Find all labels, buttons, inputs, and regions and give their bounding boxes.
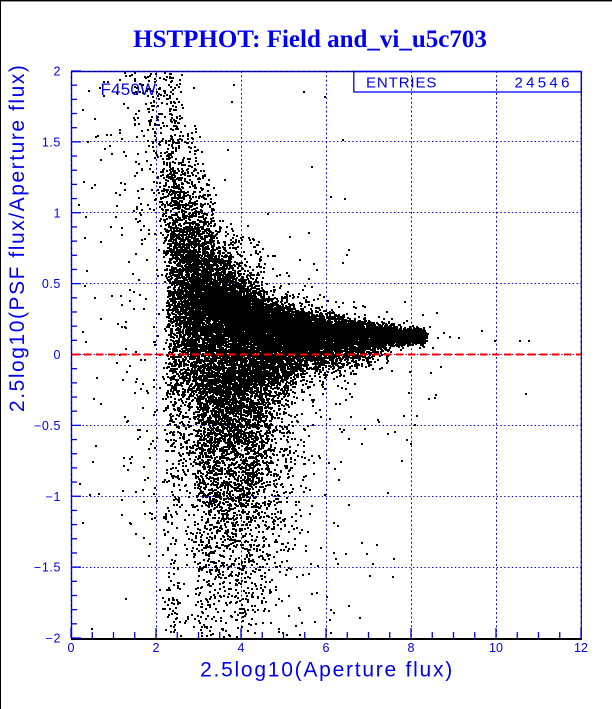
svg-text:8: 8 bbox=[408, 641, 415, 655]
svg-text:2.5log10(Aperture flux): 2.5log10(Aperture flux) bbox=[200, 659, 454, 682]
svg-text:−2: −2 bbox=[46, 632, 61, 646]
svg-text:1.5: 1.5 bbox=[42, 135, 61, 149]
svg-text:0: 0 bbox=[53, 348, 61, 362]
svg-text:−1: −1 bbox=[46, 490, 61, 504]
svg-text:F450W: F450W bbox=[101, 80, 157, 99]
svg-text:−0.5: −0.5 bbox=[34, 419, 61, 433]
svg-text:−1.5: −1.5 bbox=[34, 561, 61, 575]
svg-text:12: 12 bbox=[574, 641, 588, 655]
svg-text:10: 10 bbox=[489, 641, 503, 655]
svg-text:2: 2 bbox=[53, 65, 61, 79]
svg-text:ENTRIES: ENTRIES bbox=[366, 75, 437, 92]
svg-text:4: 4 bbox=[238, 641, 245, 655]
svg-text:1: 1 bbox=[53, 206, 61, 220]
svg-text:2.5log10(PSF flux/Aperture flu: 2.5log10(PSF flux/Aperture flux) bbox=[6, 64, 29, 412]
svg-text:0: 0 bbox=[68, 641, 75, 655]
svg-text:HSTPHOT: Field and_vi_u5c703: HSTPHOT: Field and_vi_u5c703 bbox=[133, 26, 487, 53]
svg-text:0.5: 0.5 bbox=[42, 277, 61, 291]
svg-text:6: 6 bbox=[323, 641, 330, 655]
svg-text:2: 2 bbox=[153, 641, 160, 655]
svg-text:24546: 24546 bbox=[515, 75, 573, 92]
